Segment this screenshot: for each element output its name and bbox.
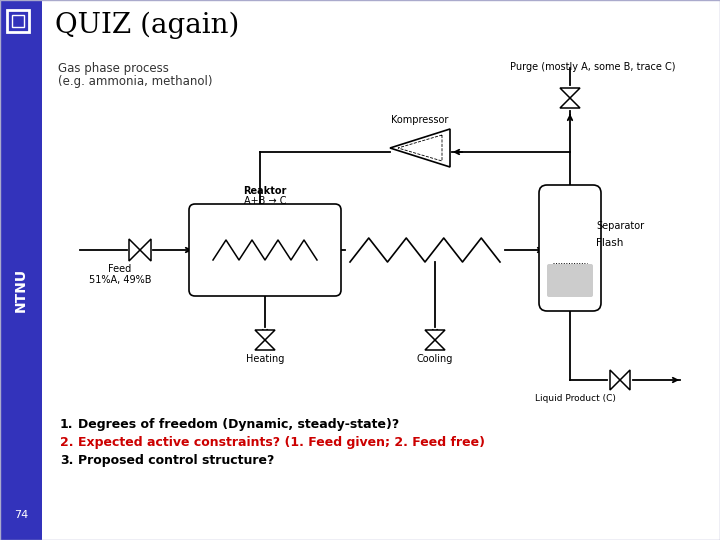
Polygon shape	[425, 340, 445, 350]
Polygon shape	[255, 330, 275, 340]
FancyBboxPatch shape	[547, 264, 593, 297]
Polygon shape	[390, 129, 450, 167]
Text: Proposed control structure?: Proposed control structure?	[78, 454, 274, 467]
Text: Expected active constraints? (1. Feed given; 2. Feed free): Expected active constraints? (1. Feed gi…	[78, 436, 485, 449]
Text: Gas phase process: Gas phase process	[58, 62, 169, 75]
Polygon shape	[560, 98, 580, 108]
Bar	[7, 10, 29, 32]
Polygon shape	[255, 340, 275, 350]
FancyBboxPatch shape	[539, 185, 601, 311]
Text: 51%A, 49%B: 51%A, 49%B	[89, 275, 151, 285]
Text: Purge (mostly A, some B, trace C): Purge (mostly A, some B, trace C)	[510, 62, 675, 72]
Text: QUIZ (again): QUIZ (again)	[55, 12, 239, 39]
Text: Kompressor: Kompressor	[391, 115, 449, 125]
Bar	[0, 0, 42, 540]
Text: Flash: Flash	[596, 238, 624, 248]
Text: Separator: Separator	[596, 221, 644, 231]
Text: 1.: 1.	[60, 418, 73, 431]
Text: Degrees of freedom (Dynamic, steady-state)?: Degrees of freedom (Dynamic, steady-stat…	[78, 418, 400, 431]
Text: Cooling: Cooling	[417, 354, 453, 364]
Polygon shape	[425, 330, 445, 340]
Text: A+B → C: A+B → C	[244, 196, 287, 206]
Text: NTNU: NTNU	[14, 268, 28, 312]
Text: 74: 74	[14, 510, 28, 520]
Text: Heating: Heating	[246, 354, 284, 364]
Text: Liquid Product (C): Liquid Product (C)	[534, 394, 616, 403]
Text: 3.: 3.	[60, 454, 73, 467]
Text: (e.g. ammonia, methanol): (e.g. ammonia, methanol)	[58, 75, 212, 88]
Text: 2.: 2.	[60, 436, 73, 449]
Polygon shape	[129, 239, 140, 261]
Bar	[12, 15, 24, 27]
Polygon shape	[140, 239, 151, 261]
Polygon shape	[620, 370, 630, 390]
Polygon shape	[560, 88, 580, 98]
Polygon shape	[610, 370, 620, 390]
Text: Reaktor: Reaktor	[243, 186, 287, 196]
Text: Feed: Feed	[109, 264, 132, 274]
FancyBboxPatch shape	[189, 204, 341, 296]
